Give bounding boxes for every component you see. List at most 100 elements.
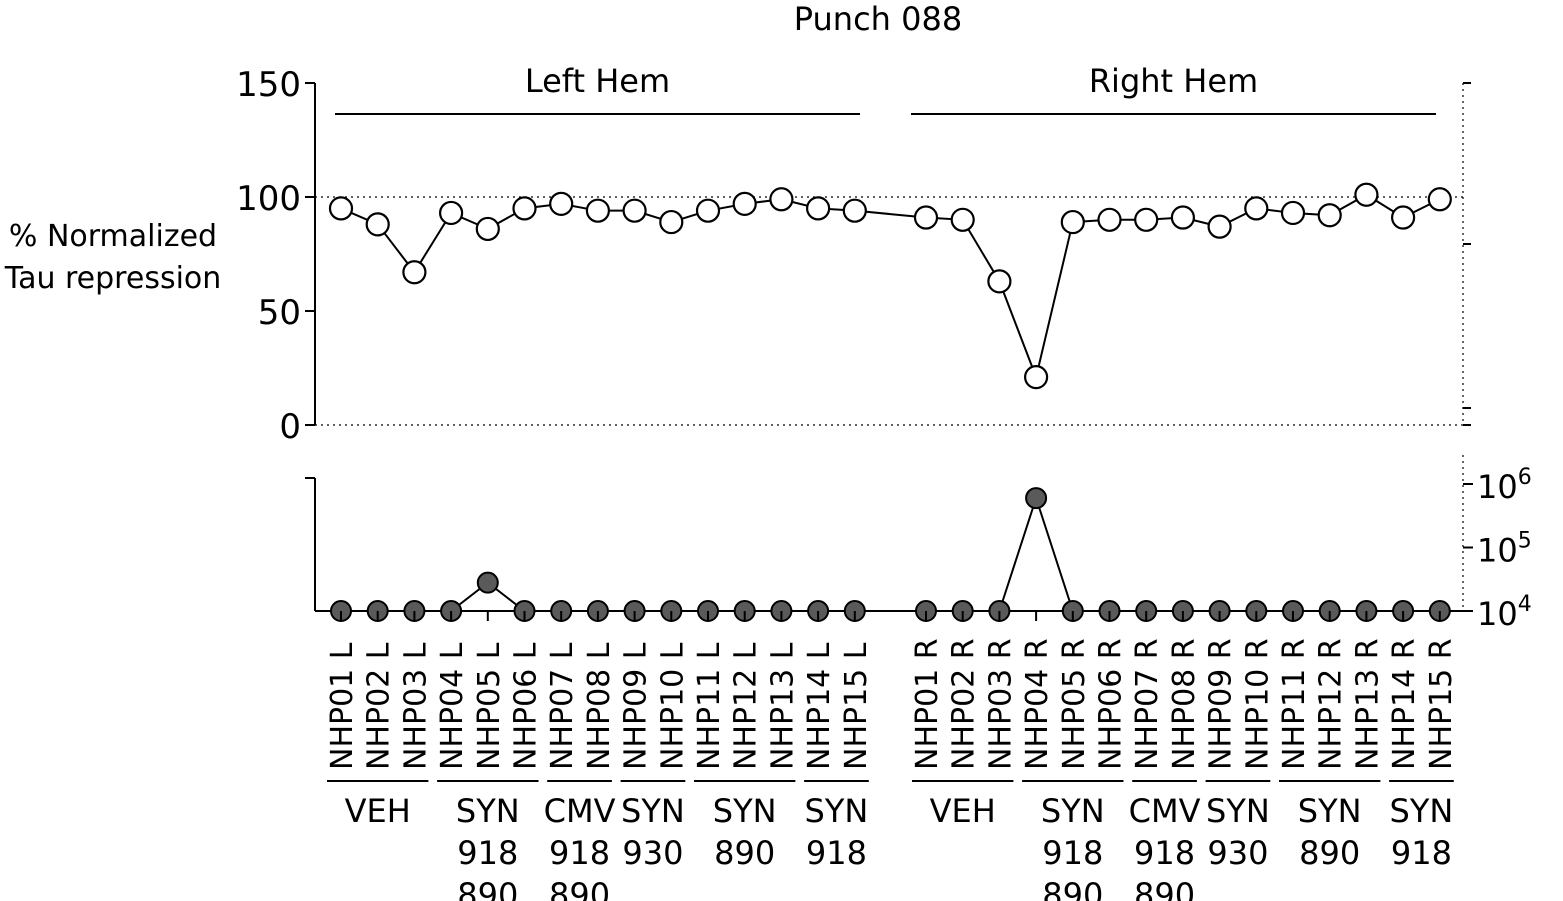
treatment-label: 890: [457, 876, 518, 901]
treatment-label: SYN: [805, 792, 869, 830]
x-tick-label: NHP02 L: [362, 642, 397, 770]
data-point: [734, 193, 756, 215]
treatment-label: VEH: [930, 792, 996, 830]
data-point: [1099, 209, 1121, 231]
data-point: [844, 200, 866, 222]
x-tick-label: NHP04 L: [435, 642, 470, 770]
data-point: [1319, 204, 1341, 226]
x-tick-label: NHP06 R: [1094, 638, 1129, 770]
treatment-label: 890: [714, 834, 775, 872]
treatment-label: CMV: [544, 792, 616, 830]
data-point: [550, 193, 572, 215]
x-tick-label: NHP11 L: [692, 642, 727, 770]
x-tick-label: NHP12 L: [729, 642, 764, 770]
y-axis-label-line-2: Tau repression: [4, 261, 222, 296]
data-point: [807, 197, 829, 219]
y-tick-label: 100: [236, 179, 301, 219]
data-point: [1172, 207, 1194, 229]
treatment-label: SYN: [1206, 792, 1270, 830]
y-tick-label: 150: [236, 65, 301, 105]
x-tick-label: NHP10 L: [655, 642, 690, 770]
treatment-label: 918: [1134, 834, 1195, 872]
data-point: [1135, 209, 1157, 231]
tau-repression-panel: 0 50 100 150 Left Hem Right Hem: [236, 62, 1471, 447]
treatment-label: 930: [622, 834, 683, 872]
y-tick-label: 0: [279, 407, 301, 447]
treatment-label: SYN: [713, 792, 777, 830]
log-tick-label: 105: [1477, 529, 1532, 570]
treatment-label: SYN: [1041, 792, 1105, 830]
data-point: [587, 200, 609, 222]
treatment-label: CMV: [1129, 792, 1201, 830]
data-point: [624, 200, 646, 222]
x-axis-labels: NHP01 LNHP02 LNHP03 LNHP04 LNHP05 L NHP06…: [325, 611, 1459, 770]
treatment-label: VEH: [345, 792, 411, 830]
treatment-label: SYN: [1298, 792, 1362, 830]
treatment-label: 930: [1207, 834, 1268, 872]
data-point: [1209, 216, 1231, 238]
x-tick-label: NHP14 R: [1387, 638, 1422, 770]
data-point: [660, 211, 682, 233]
treatment-label: 918: [806, 834, 867, 872]
treatment-label: 890: [1299, 834, 1360, 872]
data-point: [440, 202, 462, 224]
data-point: [367, 213, 389, 235]
x-tick-label: NHP11 R: [1277, 638, 1312, 770]
data-point: [1025, 366, 1047, 388]
y-tick-label: 50: [258, 293, 301, 333]
data-point: [403, 261, 425, 283]
chart-title: Punch 088: [794, 0, 962, 38]
x-tick-label: NHP13 R: [1350, 638, 1385, 770]
log-scale-panel: 104105106: [305, 455, 1532, 633]
treatment-label: 890: [549, 876, 610, 901]
data-point: [1245, 197, 1267, 219]
treatment-label: 890: [1042, 876, 1103, 901]
tau-repression-series-line: [341, 195, 1440, 377]
data-point: [330, 197, 352, 219]
x-tick-label: NHP09 R: [1204, 638, 1239, 770]
data-point: [697, 200, 719, 222]
x-tick-label: NHP03 R: [983, 638, 1018, 770]
x-tick-label: NHP09 L: [619, 642, 654, 770]
data-point: [915, 207, 937, 229]
x-tick-label: NHP01 R: [910, 638, 945, 770]
x-tick-label: NHP07 L: [545, 642, 580, 770]
treatment-label: 890: [1134, 876, 1195, 901]
x-tick-label: NHP15 R: [1424, 638, 1459, 770]
data-point: [988, 270, 1010, 292]
data-point: [1282, 202, 1304, 224]
treatment-group-labels: VEH SYN 918 890 CMV 918 890 SYN 930 SYN 890 SYN 918 V…: [327, 781, 1454, 901]
x-tick-label: NHP14 L: [802, 642, 837, 770]
treatment-label: SYN: [456, 792, 520, 830]
treatment-label: 918: [1391, 834, 1452, 872]
right-log-series-line: [926, 498, 1440, 611]
data-point: [1392, 207, 1414, 229]
log-data-point: [1026, 488, 1046, 508]
data-point: [952, 209, 974, 231]
hemisphere-label: Left Hem: [525, 62, 670, 100]
x-tick-label: NHP01 L: [325, 642, 360, 770]
x-tick-label: NHP05 R: [1057, 638, 1092, 770]
x-tick-label: NHP02 R: [947, 638, 982, 770]
x-tick-label: NHP05 L: [472, 642, 507, 770]
x-tick-label: NHP12 R: [1314, 638, 1349, 770]
data-point: [770, 188, 792, 210]
log-tick-label: 106: [1477, 465, 1532, 506]
x-tick-label: NHP15 L: [839, 642, 874, 770]
x-tick-label: NHP08 R: [1167, 638, 1202, 770]
data-point: [1355, 184, 1377, 206]
treatment-label: 918: [1042, 834, 1103, 872]
x-tick-label: NHP03 L: [398, 642, 433, 770]
x-tick-label: NHP13 L: [765, 642, 800, 770]
log-data-point: [478, 573, 498, 593]
x-tick-label: NHP08 L: [582, 642, 617, 770]
treatment-label: 918: [457, 834, 518, 872]
x-tick-label: NHP04 R: [1020, 638, 1055, 770]
x-tick-label: NHP07 R: [1130, 638, 1165, 770]
data-point: [477, 218, 499, 240]
treatment-label: 918: [549, 834, 610, 872]
y-axis-label-line-1: % Normalized: [9, 219, 217, 254]
data-point: [1429, 188, 1451, 210]
hemisphere-label: Right Hem: [1089, 62, 1258, 100]
